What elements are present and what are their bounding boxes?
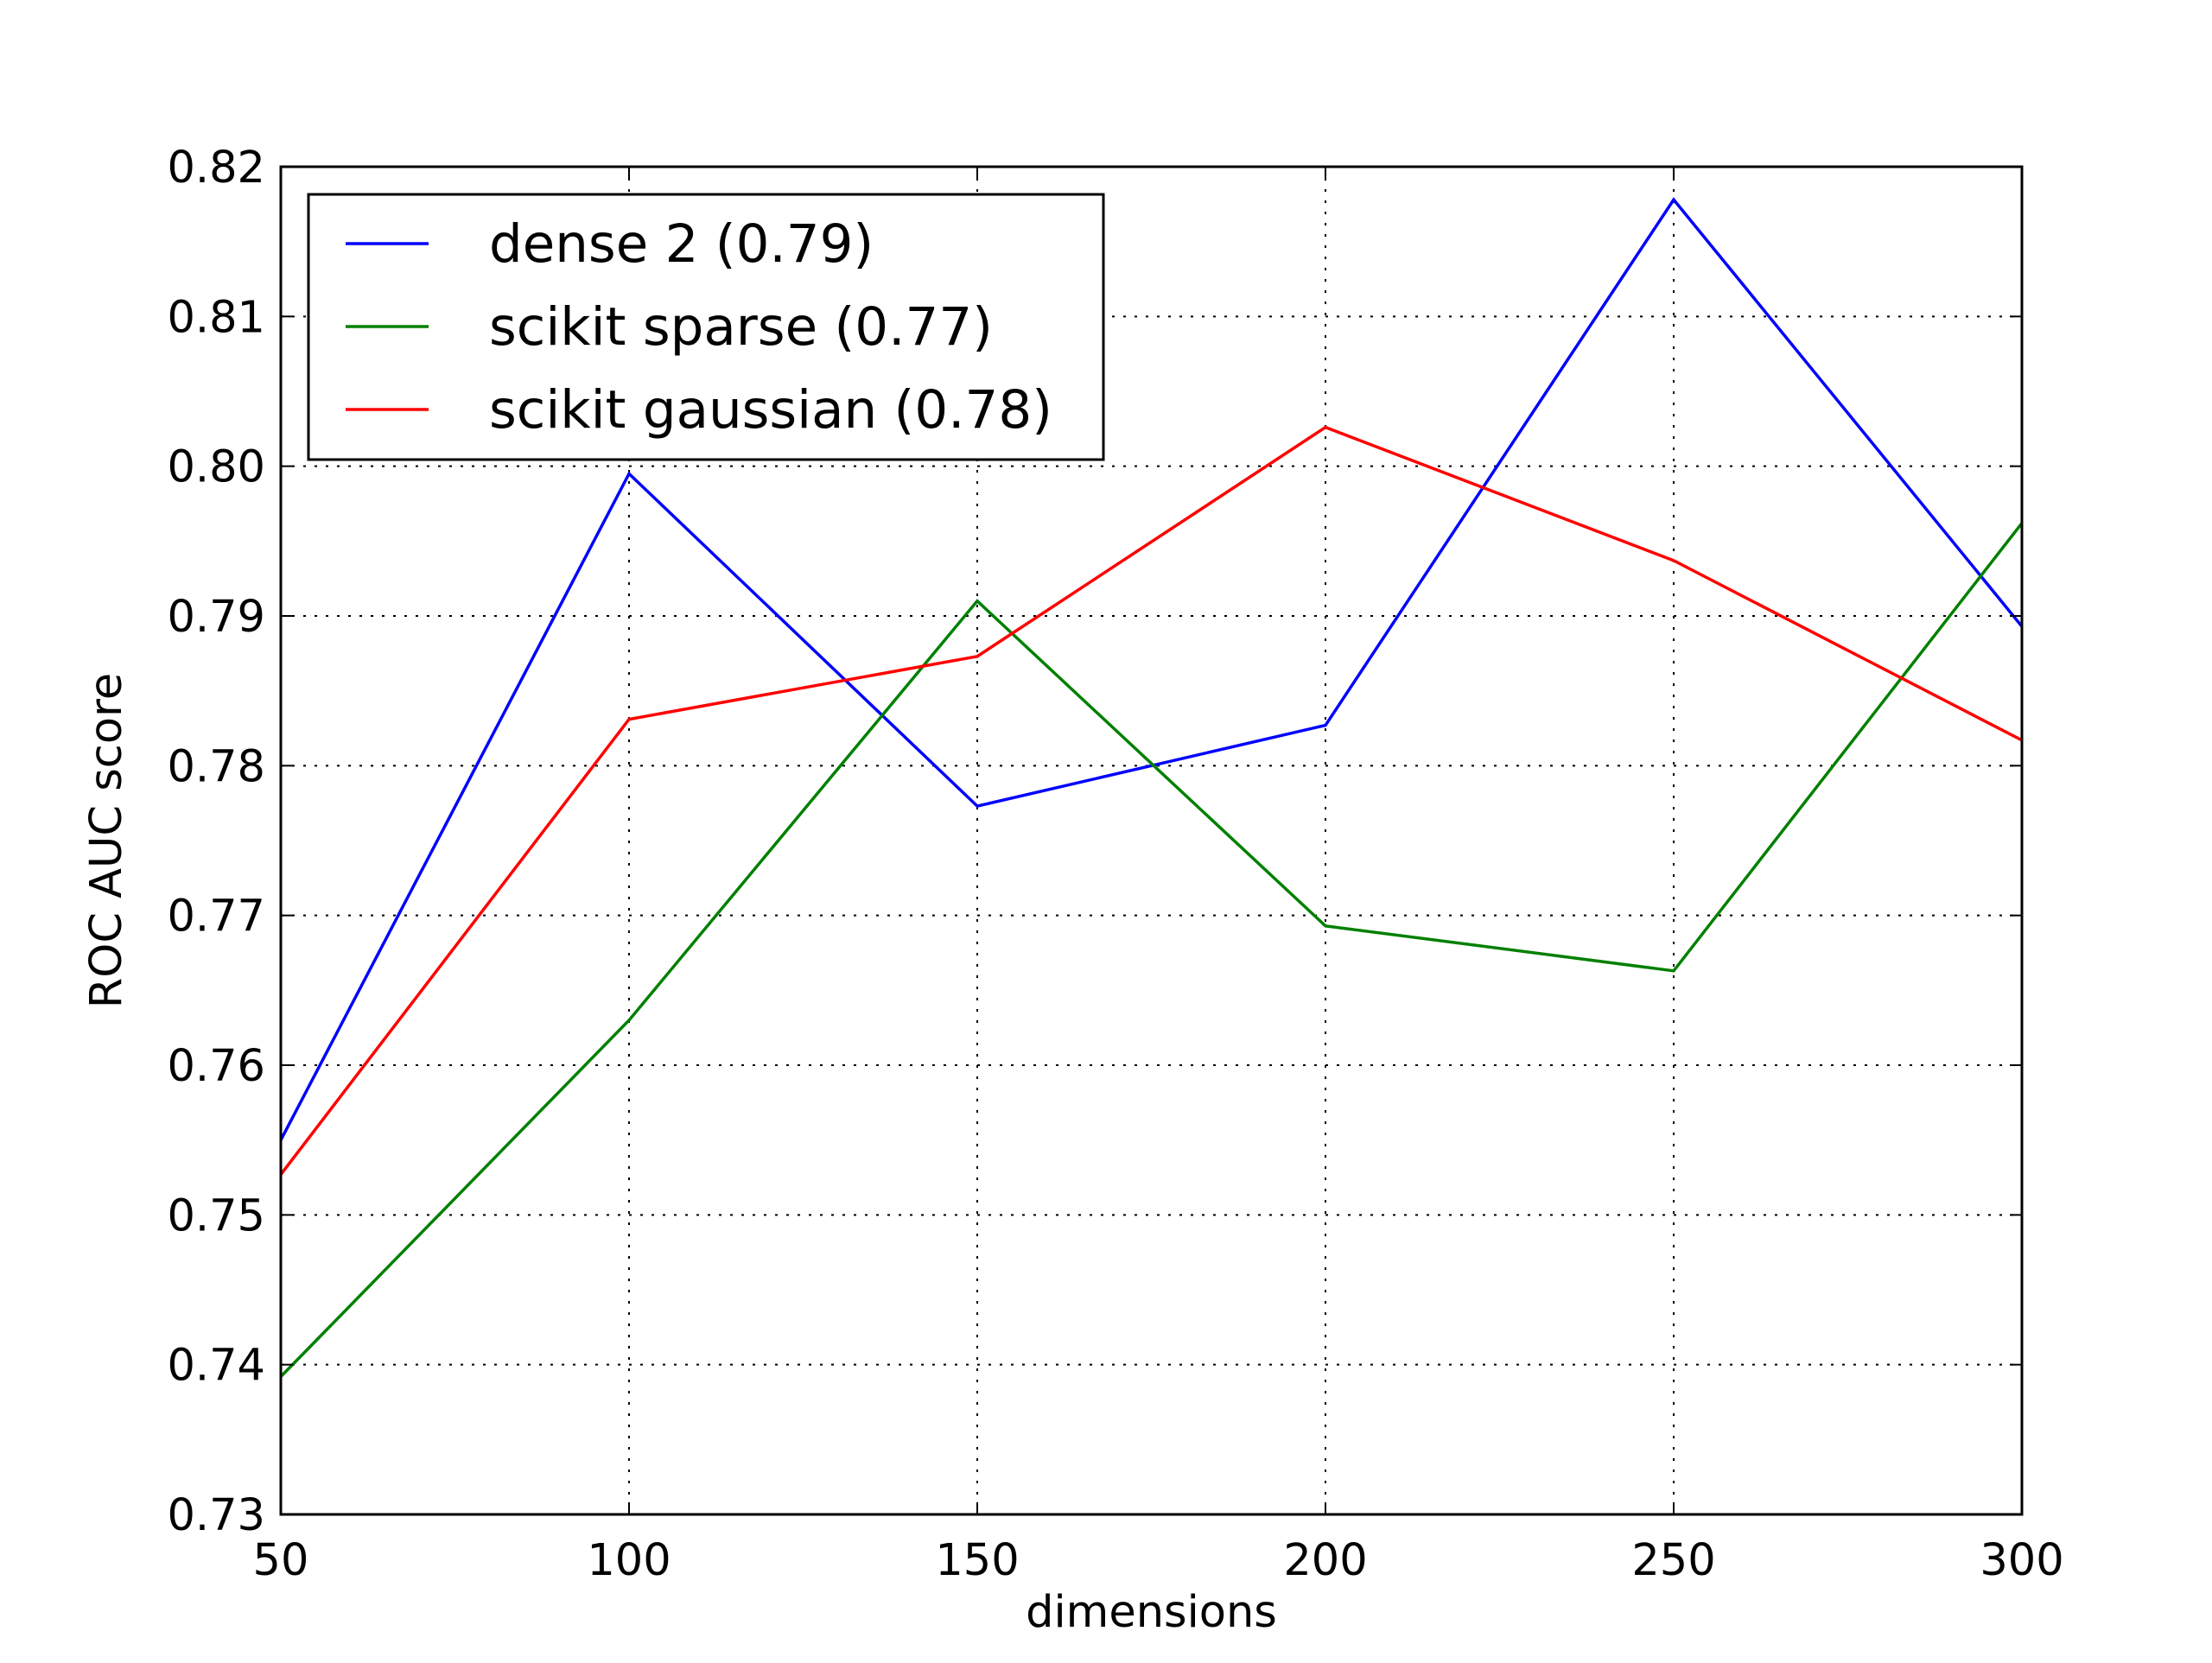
x-tick-label: 300 xyxy=(1980,1535,2063,1586)
y-tick-label: 0.76 xyxy=(167,1041,265,1092)
series-line-3 xyxy=(281,425,2022,1176)
x-tick-label: 250 xyxy=(1631,1535,1715,1586)
legend: dense 2 (0.79) scikit sparse (0.77) scikit… xyxy=(307,193,1105,461)
x-axis-label: dimensions xyxy=(1026,1587,1277,1638)
y-tick-label: 0.80 xyxy=(167,442,265,493)
x-tick-label: 150 xyxy=(935,1535,1019,1586)
x-tick-label: 200 xyxy=(1283,1535,1367,1586)
y-tick-label: 0.79 xyxy=(167,592,265,643)
y-tick-label: 0.75 xyxy=(167,1190,265,1241)
y-tick-label: 0.73 xyxy=(167,1490,265,1541)
legend-box xyxy=(307,193,1105,461)
y-tick-label: 0.81 xyxy=(167,292,265,343)
y-tick-label: 0.82 xyxy=(167,143,265,194)
y-axis-label: ROC AUC score xyxy=(81,673,132,1008)
series-line-2 xyxy=(281,522,2022,1378)
y-tick-label: 0.78 xyxy=(167,741,265,792)
series-line-1 xyxy=(281,197,2022,1141)
x-tick-label: 100 xyxy=(587,1535,671,1586)
legend-label-2: scikit sparse (0.77) xyxy=(489,296,993,358)
y-tick-label: 0.74 xyxy=(167,1341,265,1392)
legend-label-1: dense 2 (0.79) xyxy=(489,213,874,275)
legend-label-3: scikit gaussian (0.78) xyxy=(489,379,1052,441)
axis-ticks: 50 100 150 200 250 300 0.73 0.74 0.75 0.76 0.77 0.7… xyxy=(167,143,2063,1586)
x-tick-label: 50 xyxy=(253,1535,309,1586)
series-lines xyxy=(281,197,2022,1378)
y-tick-label: 0.77 xyxy=(167,892,265,943)
plot-frame xyxy=(279,165,2024,1516)
